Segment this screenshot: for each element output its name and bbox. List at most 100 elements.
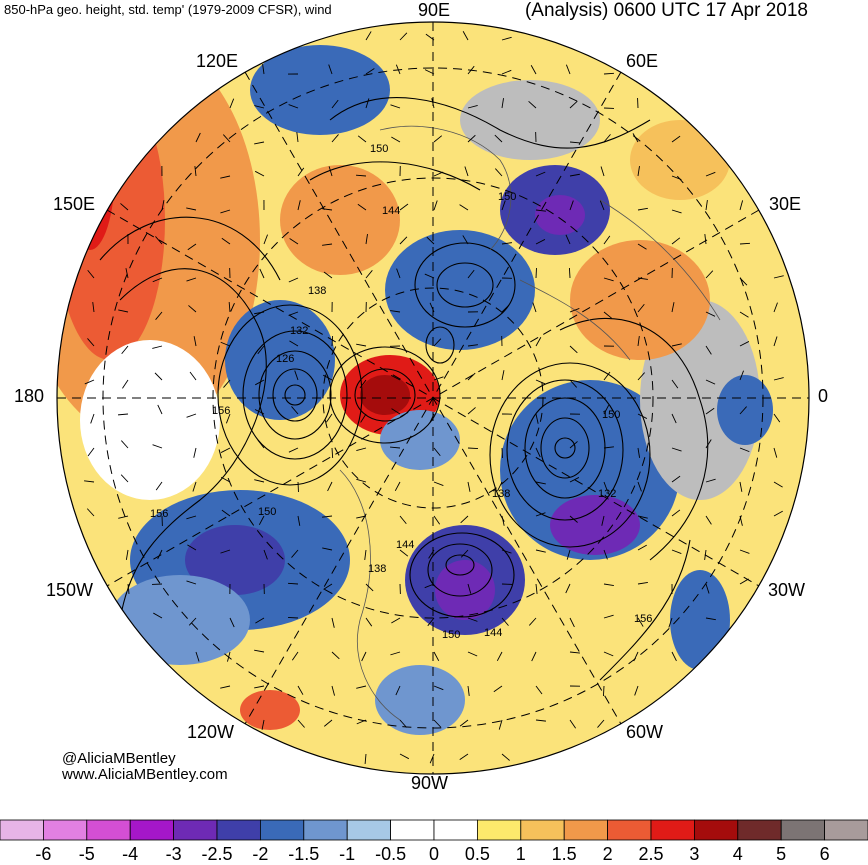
wind-barb <box>152 345 163 349</box>
wind-barb <box>399 719 407 728</box>
contour-label: 156 <box>150 508 168 520</box>
wind-barb <box>84 480 95 483</box>
wind-barb <box>390 446 401 449</box>
wind-barb <box>498 719 503 730</box>
colorbar-tick-label: -1.5 <box>288 844 320 864</box>
wind-barb <box>535 685 543 695</box>
wind-barb <box>155 236 163 245</box>
wind-barb <box>569 651 580 654</box>
wind-barb <box>501 69 512 75</box>
wind-barb <box>705 407 715 415</box>
wind-barb <box>157 549 163 560</box>
wind-barb <box>705 478 716 483</box>
wind-barb <box>668 617 673 628</box>
wind-barb <box>496 651 503 662</box>
lon-label-0: 0 <box>818 386 829 406</box>
wind-barb <box>92 302 95 313</box>
wind-barb <box>120 203 129 211</box>
wind-barb <box>637 243 647 250</box>
wind-barb <box>459 204 469 211</box>
wind-barb <box>122 379 129 389</box>
map-field <box>57 22 809 774</box>
wind-barb <box>739 447 750 453</box>
wind-barb <box>429 413 435 424</box>
wind-barb <box>535 239 546 245</box>
colorbar-tick-label: -0.5 <box>375 844 407 864</box>
wind-barb <box>632 133 639 143</box>
wind-barb <box>152 444 163 449</box>
contour-label: 156 <box>212 405 230 417</box>
wind-barb <box>501 304 510 313</box>
wind-barb <box>254 170 265 177</box>
wind-barb <box>739 341 750 347</box>
wind-barb <box>288 104 299 109</box>
colorbar-bin <box>129 819 174 841</box>
lon-label-150e: 150E <box>53 194 96 214</box>
contour-label-group: 150 144 138 132 126 156 150 156 150 138 … <box>150 143 652 641</box>
wind-barb <box>431 98 435 109</box>
wind-barb <box>535 447 541 458</box>
wind-barb <box>739 311 749 318</box>
wind-barb <box>357 135 367 143</box>
wind-barb <box>634 685 639 696</box>
wind-barb <box>671 447 682 452</box>
wind-barb <box>773 302 778 313</box>
wind-barb <box>535 719 546 722</box>
wind-barb <box>637 447 641 458</box>
wind-barb <box>603 277 614 282</box>
contour-label: 144 <box>382 205 400 217</box>
wind-barb <box>637 166 640 177</box>
colorbar-bin <box>0 819 44 841</box>
colorbar-bin <box>607 819 652 841</box>
coastlines <box>339 125 721 721</box>
wind-barb <box>637 207 648 211</box>
wind-barb <box>322 243 333 246</box>
colorbar-bin <box>520 819 565 841</box>
wind-barb <box>433 200 438 211</box>
wind-barb <box>535 481 546 485</box>
wind-barb <box>331 651 340 660</box>
contour-label: 126 <box>276 353 294 365</box>
colorbar-bin <box>476 819 522 841</box>
wind-barb <box>152 277 163 283</box>
wind-barb <box>433 481 444 486</box>
wind-barb <box>322 208 333 211</box>
wind-barb <box>120 474 129 483</box>
wind-barb <box>671 135 681 143</box>
wind-barb <box>569 345 578 354</box>
colorbar-tick-label: 2 <box>602 844 613 864</box>
wind-barb <box>192 481 197 492</box>
wind-barb <box>193 447 197 458</box>
lon-label-150w: 150W <box>46 580 94 600</box>
wind-barb <box>161 200 165 211</box>
wind-barb <box>331 685 335 696</box>
wind-barb <box>565 234 571 245</box>
wind-barb <box>331 134 339 143</box>
colorbar-tick-label: -2 <box>252 844 269 864</box>
colorbar-bin <box>780 819 826 841</box>
wind-barbs <box>84 31 784 764</box>
colorbar-tick-label: 0 <box>428 844 440 864</box>
wind-barb <box>569 307 580 313</box>
wind-barb <box>297 685 304 695</box>
wind-barb <box>501 242 512 245</box>
wind-barb <box>637 515 648 519</box>
wind-barb <box>87 338 95 347</box>
wind-barb <box>328 64 333 75</box>
wind-barb <box>220 447 231 453</box>
wind-barb <box>118 309 129 313</box>
wind-barb <box>254 649 265 653</box>
wind-barb <box>705 617 716 621</box>
wind-barb <box>296 132 299 143</box>
wind-barb <box>399 515 407 525</box>
colorbar-tick-label: 4 <box>732 844 743 864</box>
wind-barb <box>433 171 444 177</box>
colorbar-bin <box>303 819 348 841</box>
wind-barb <box>568 267 571 279</box>
wind-barb <box>433 135 443 143</box>
wind-barb <box>155 481 163 491</box>
wind-barb <box>254 105 265 109</box>
wind-barb <box>637 413 648 419</box>
wind-barb <box>390 104 401 109</box>
wind-barb <box>262 64 265 75</box>
